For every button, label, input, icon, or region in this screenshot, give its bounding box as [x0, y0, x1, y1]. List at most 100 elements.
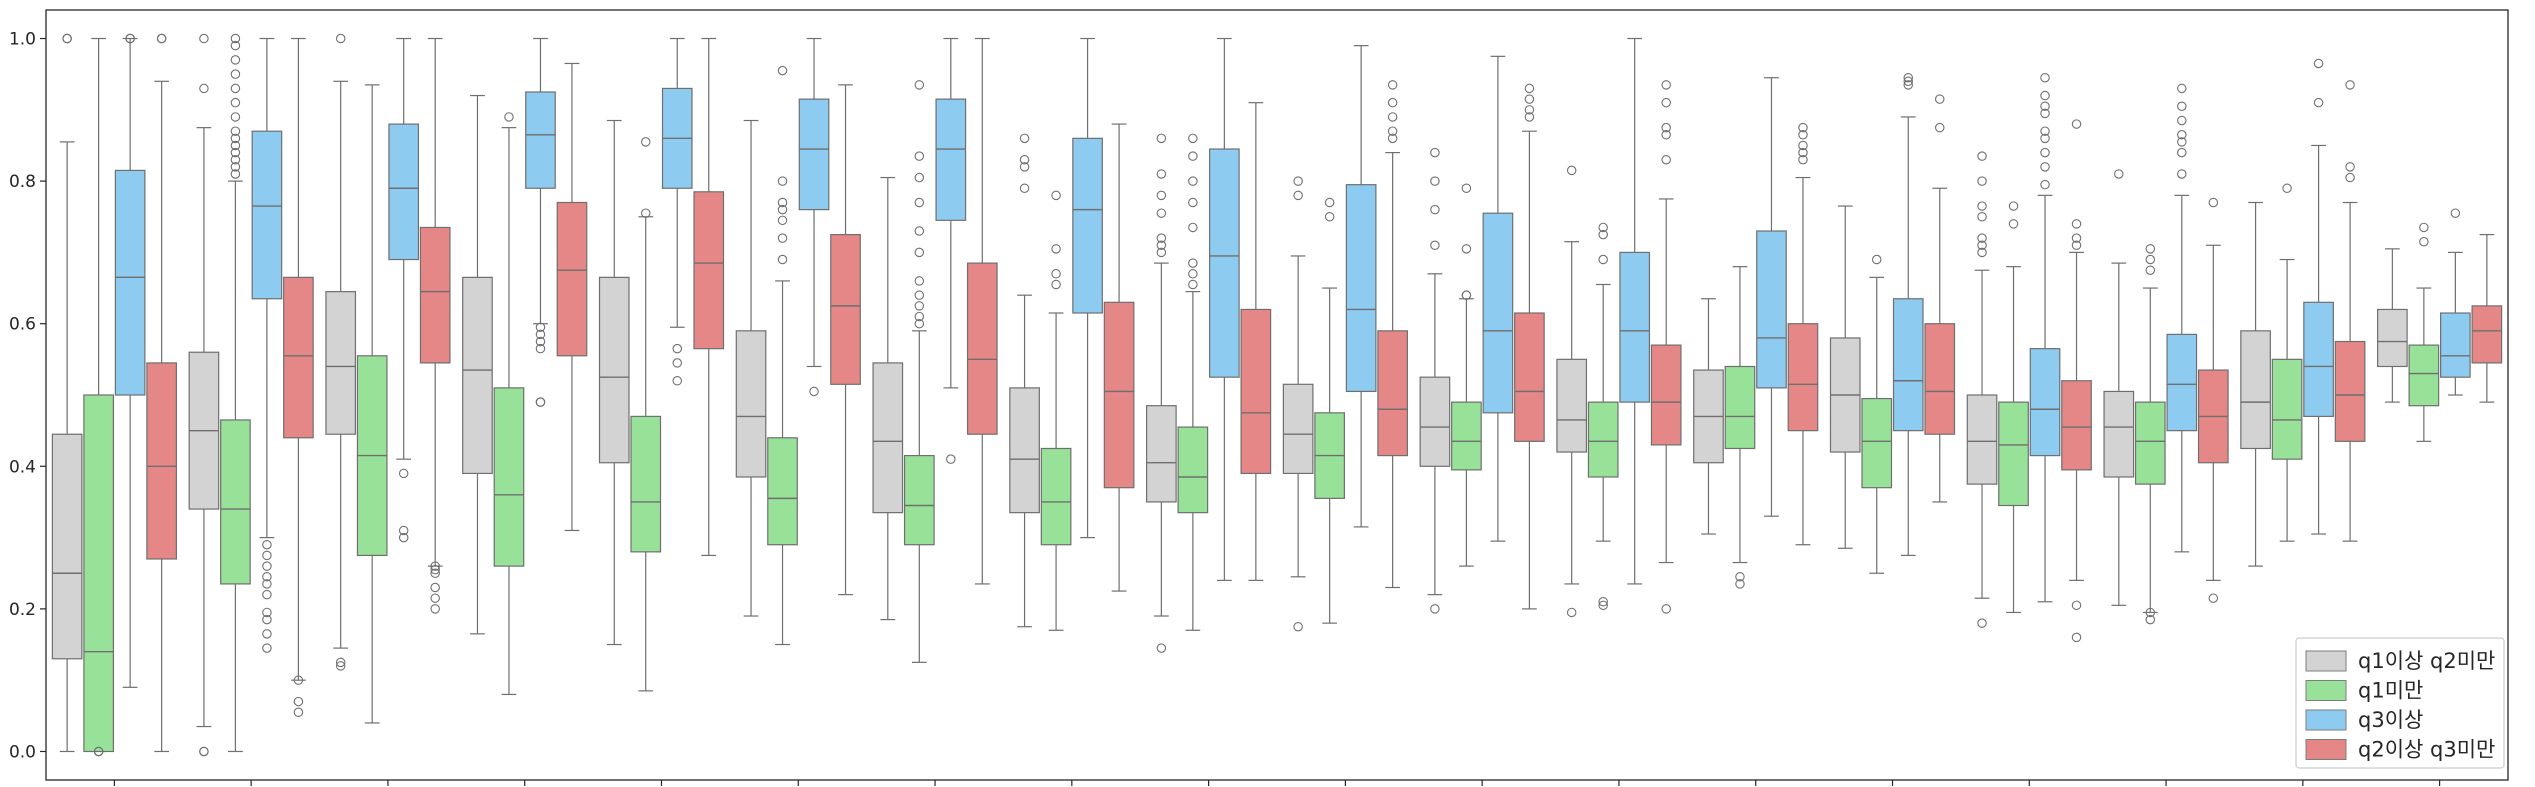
outlier-point	[62, 33, 72, 44]
box-body	[1892, 298, 1924, 432]
outlier-point	[230, 33, 241, 44]
outlier-point	[1566, 165, 1577, 176]
box	[2240, 201, 2271, 567]
legend-frame	[2295, 637, 2505, 769]
outlier-point	[1661, 154, 1671, 165]
box-body	[2471, 305, 2503, 364]
box	[114, 33, 146, 688]
outlier-point	[230, 83, 241, 94]
outlier-point	[2177, 169, 2187, 179]
outlier-point	[777, 254, 788, 265]
box-body	[2029, 348, 2061, 457]
box	[419, 37, 451, 614]
box-body	[693, 191, 725, 350]
outlier-point	[2114, 169, 2124, 179]
outlier-point	[2040, 179, 2050, 190]
outlier-point	[672, 358, 682, 368]
outlier-point	[2008, 201, 2019, 211]
box	[2029, 72, 2061, 603]
outlier-point	[1188, 151, 1198, 161]
outlier-point	[262, 579, 272, 589]
box-body	[1072, 137, 1103, 314]
outlier-point	[230, 169, 241, 179]
outlier-point	[2040, 101, 2050, 112]
outlier-point	[430, 561, 440, 571]
outlier-point	[914, 318, 925, 329]
box-group	[1556, 37, 1682, 618]
outlier-point	[2282, 183, 2292, 193]
outlier-point	[914, 172, 925, 183]
outlier-point	[1430, 176, 1440, 186]
box	[1451, 183, 1482, 567]
box-body	[2240, 330, 2271, 450]
legend: q1이상 q2미만 q1미만 q3이상 q2이상 q3미만	[2295, 637, 2505, 769]
outlier-point	[1387, 80, 1398, 90]
outlier-point	[293, 696, 304, 707]
outlier-point	[262, 539, 272, 550]
box	[2134, 244, 2166, 625]
outlier-point	[2040, 147, 2050, 158]
outlier-point	[230, 97, 241, 108]
outlier-point	[777, 233, 788, 243]
box-body	[1756, 230, 1787, 389]
outlier-point	[672, 375, 682, 386]
outlier-point	[1156, 133, 1167, 144]
box	[661, 37, 693, 386]
outlier-point	[1324, 212, 1335, 222]
box	[598, 119, 630, 646]
outlier-point	[2071, 632, 2082, 643]
box-body	[2103, 390, 2135, 478]
outlier-point	[2071, 240, 2082, 251]
box-body	[2271, 358, 2303, 460]
outlier-point	[1156, 247, 1167, 258]
box-group	[1009, 37, 1135, 631]
plot-area	[51, 33, 2503, 757]
box-body	[2440, 312, 2471, 378]
box-body	[1040, 447, 1072, 546]
outlier-point	[1188, 258, 1198, 268]
outlier-point	[809, 386, 819, 397]
box-body	[1146, 405, 1177, 503]
box-body	[767, 437, 798, 546]
outlier-point	[230, 112, 241, 122]
box-group	[1146, 37, 1272, 653]
outlier-point	[398, 525, 409, 536]
box-body	[51, 433, 83, 660]
box	[966, 37, 998, 585]
box-body	[493, 387, 525, 567]
outlier-point	[262, 643, 272, 653]
outlier-point	[2040, 162, 2050, 172]
outlier-point	[504, 112, 514, 122]
outlier-point	[1598, 600, 1608, 611]
y-tick-label: 0.4	[9, 457, 36, 477]
outlier-point	[777, 197, 788, 208]
outlier-point	[2040, 108, 2050, 119]
box	[1556, 165, 1588, 618]
outlier-point	[2145, 265, 2156, 275]
box-body	[1419, 376, 1451, 467]
box	[2061, 119, 2092, 643]
outlier-point	[1977, 151, 1987, 161]
box	[2271, 183, 2303, 542]
outlier-point	[1798, 154, 1808, 165]
box-group	[1419, 55, 1545, 614]
box	[2471, 233, 2503, 403]
outlier-point	[2345, 162, 2355, 172]
outlier-point	[1977, 247, 1987, 258]
box	[1209, 37, 1240, 581]
outlier-point	[262, 607, 272, 618]
outlier-point	[1188, 222, 1198, 233]
box-body	[2134, 401, 2166, 485]
outlier-point	[1872, 254, 1882, 265]
box-body	[1966, 394, 1998, 485]
box-body	[146, 362, 177, 560]
outlier-point	[2208, 197, 2219, 208]
outlier-point	[262, 614, 272, 625]
box	[1377, 80, 1408, 589]
box	[388, 37, 420, 543]
outlier-point	[2145, 614, 2156, 625]
box-body	[1482, 212, 1514, 414]
outlier-point	[914, 311, 925, 322]
outlier-point	[398, 468, 409, 479]
box	[1861, 254, 1893, 574]
